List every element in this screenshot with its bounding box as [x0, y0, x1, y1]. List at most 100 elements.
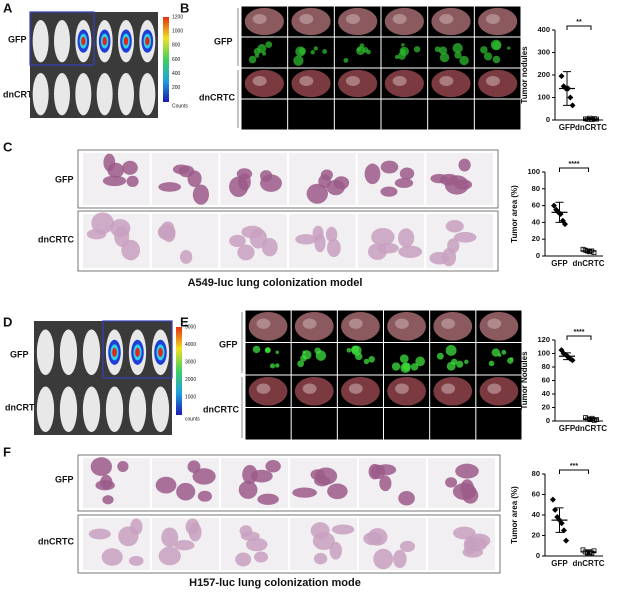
- photo-cell: [337, 408, 383, 440]
- lung-highlight: [486, 76, 500, 86]
- row-label: dnCRTC: [38, 536, 74, 546]
- mouse: [105, 386, 124, 433]
- tissue: [91, 212, 114, 234]
- tissue: [398, 228, 415, 248]
- photo-cell: [291, 408, 337, 440]
- fluorescence: [410, 363, 419, 371]
- fluorescence: [445, 345, 457, 356]
- significance-label: ***: [570, 463, 578, 470]
- photo-cell: [241, 99, 288, 130]
- row-label: GFP: [55, 474, 74, 484]
- tissue: [197, 490, 212, 502]
- lung-highlight: [395, 318, 409, 329]
- tissue: [313, 552, 328, 565]
- fluorescence: [454, 51, 462, 59]
- mouse: [96, 72, 113, 116]
- panel-letter: C: [3, 139, 13, 154]
- mouse: [54, 72, 70, 116]
- y-tick-label: 0: [546, 115, 550, 124]
- fluorescence: [480, 46, 488, 54]
- lung-highlight: [486, 14, 500, 24]
- fluorescence: [297, 360, 305, 368]
- lung-highlight: [346, 76, 360, 86]
- signal: [158, 347, 163, 357]
- tissue: [327, 483, 348, 500]
- fluorescence: [507, 46, 511, 50]
- tissue: [235, 552, 252, 567]
- fluorescence: [394, 54, 400, 60]
- row-label: GFP: [10, 349, 29, 359]
- tissue: [394, 178, 414, 188]
- tissue: [453, 231, 477, 243]
- photo-cell: [291, 343, 337, 375]
- tissue: [238, 173, 251, 191]
- caption: A549-luc lung colonization model: [188, 277, 363, 289]
- panel-letter: F: [3, 444, 11, 459]
- photo-cell: [245, 408, 291, 440]
- tissue: [398, 490, 415, 506]
- fluorescence: [252, 345, 261, 354]
- error-bar: [563, 71, 571, 106]
- y-tick-label: 400: [537, 25, 550, 34]
- tissue: [260, 174, 282, 192]
- data-point: [560, 527, 567, 534]
- data-point: [567, 94, 574, 101]
- fluorescence: [310, 50, 315, 55]
- tissue: [100, 474, 113, 490]
- fluorescence: [355, 352, 363, 361]
- data-point: [551, 202, 557, 209]
- colorbar-unit: Counts: [172, 103, 188, 109]
- tissue: [373, 548, 394, 570]
- fluorescence: [302, 350, 306, 354]
- tissue: [430, 173, 448, 184]
- signal: [102, 36, 107, 46]
- tissue: [257, 493, 279, 505]
- tissue: [245, 537, 268, 552]
- colorbar: [163, 17, 169, 102]
- y-tick-label: 200: [537, 70, 550, 79]
- tissue: [379, 475, 392, 492]
- fluorescence: [368, 356, 375, 363]
- fluorescence: [298, 47, 306, 55]
- tissue: [86, 228, 107, 240]
- lung-highlight: [348, 383, 363, 394]
- tissue: [295, 234, 317, 245]
- data-point: [591, 548, 597, 554]
- fluorescence: [456, 360, 464, 368]
- data-point: [569, 102, 576, 109]
- fluorescence: [264, 347, 271, 354]
- y-tick-label: 100: [537, 348, 550, 357]
- tissue: [103, 153, 116, 172]
- photo-cell: [334, 99, 381, 130]
- tissue: [158, 182, 181, 192]
- tissue: [161, 527, 179, 548]
- colorbar-label: 4000: [185, 342, 196, 348]
- lung-highlight: [348, 318, 363, 329]
- fluorescence: [275, 350, 280, 355]
- highlight-box: [102, 320, 173, 379]
- row-label: GFP: [55, 174, 74, 184]
- y-tick-label: 300: [537, 47, 550, 56]
- tissue: [240, 531, 260, 541]
- x-tick-label: dnCRTC: [575, 424, 607, 433]
- lung-highlight: [487, 318, 502, 329]
- colorbar-label: 2000: [185, 377, 196, 383]
- tissue: [88, 528, 111, 540]
- row-label: dnCRTC: [3, 89, 39, 99]
- tissue: [312, 531, 335, 551]
- y-tick-label: 100: [537, 92, 550, 101]
- tissue: [367, 243, 387, 260]
- fluorescence: [363, 358, 370, 365]
- error-bar: [563, 352, 571, 361]
- fluorescence: [265, 41, 273, 49]
- y-tick-label: 0: [536, 251, 540, 260]
- fluorescence: [351, 345, 359, 354]
- lung-highlight: [439, 14, 454, 24]
- significance-label: **: [576, 19, 582, 26]
- fluorescence: [446, 361, 456, 371]
- lung-highlight: [299, 76, 314, 86]
- fluorescence: [391, 362, 401, 371]
- row-label: GFP: [219, 339, 238, 349]
- tissue: [320, 169, 333, 181]
- tissue: [229, 234, 246, 248]
